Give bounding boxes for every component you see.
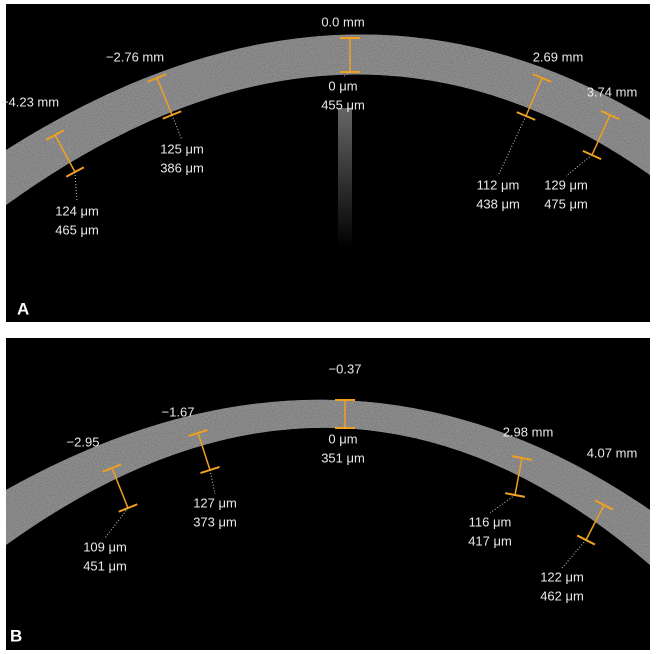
measure-value: 129 μm — [544, 177, 588, 192]
position-label: 3.74 mm — [587, 84, 638, 99]
panel-label: A — [17, 299, 29, 318]
measure-value: 475 μm — [544, 196, 588, 211]
measure-value: 109 μm — [83, 539, 127, 554]
measure-value: 462 μm — [540, 588, 584, 603]
measure-value: 124 μm — [55, 203, 99, 218]
position-label: −2.76 mm — [106, 49, 164, 64]
measure-value: 116 μm — [469, 514, 512, 529]
artifact — [338, 108, 352, 248]
position-label: 4.07 mm — [587, 445, 638, 460]
position-label: −0.37 — [329, 361, 362, 376]
figure: A −4.23 mm 124 μm 465 μm −2.76 mm 125 μm 386 μ… — [0, 0, 656, 654]
measure-value: 386 μm — [160, 160, 204, 175]
measure-value: 438 μm — [476, 196, 520, 211]
measure-value: 0 μm — [328, 431, 357, 446]
position-label: 2.98 mm — [503, 424, 554, 439]
measure-value: 373 μm — [193, 514, 237, 529]
measure-value: 0 μm — [328, 78, 357, 93]
position-label: 2.69 mm — [533, 49, 584, 64]
measure-value: 451 μm — [83, 558, 127, 573]
measure-value: 455 μm — [321, 97, 365, 112]
panel-label: B — [10, 626, 22, 645]
measure-value: 127 μm — [193, 495, 237, 510]
measure-value: 122 μm — [540, 569, 584, 584]
position-label: −1.67 — [162, 404, 195, 419]
measure-value: 465 μm — [55, 222, 99, 237]
position-label: −2.95 — [67, 434, 100, 449]
position-label: 0.0 mm — [321, 14, 364, 29]
measure-value: 125 μm — [160, 141, 204, 156]
position-label: −4.23 mm — [1, 94, 59, 109]
measure-value: 351 μm — [321, 450, 365, 465]
measure-value: 417 μm — [468, 533, 512, 548]
measure-value: 112 μm — [477, 177, 520, 192]
